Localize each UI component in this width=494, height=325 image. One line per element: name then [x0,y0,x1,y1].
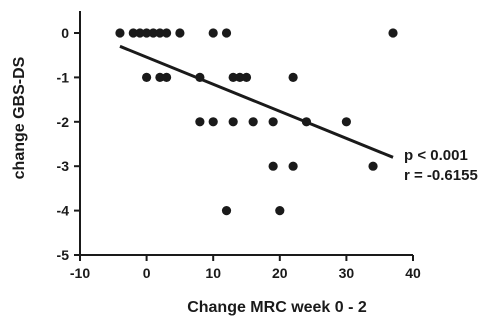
data-point [268,161,278,171]
data-point [241,72,252,82]
r-value-annotation: r = -0.6155 [404,167,478,184]
data-point [341,117,351,127]
y-tick-label: -1 [57,69,70,85]
x-tick-label: 40 [405,265,421,281]
p-value-annotation: p < 0.001 [404,147,468,164]
data-point [388,28,398,38]
data-point [248,117,258,127]
data-points [115,28,398,216]
y-tick-label: 0 [61,25,69,41]
data-point [148,28,158,38]
y-tick-label: -4 [57,203,70,219]
data-point [208,28,218,38]
data-point [268,117,278,127]
data-point [142,28,152,38]
data-point [221,28,232,38]
x-tick-label: 0 [143,265,151,281]
data-point [161,72,172,82]
data-point [128,28,138,38]
x-tick-label: 10 [205,265,221,281]
x-tick-label: 30 [339,265,355,281]
data-point [368,161,378,171]
data-point [135,28,145,38]
data-point [301,117,312,127]
data-point [228,72,238,82]
x-tick-label: 20 [272,265,288,281]
data-point [288,161,298,171]
regression [119,44,394,159]
ticks: -10 0 10 20 30 40 0 -1 -2 -3 -4 -5 [57,25,421,281]
x-axis-title: Change MRC week 0 - 2 [187,299,367,316]
y-tick-label: -3 [57,158,70,174]
data-point [115,28,125,38]
x-tick-label: -10 [70,265,90,281]
data-point [288,72,298,82]
data-point [195,72,205,82]
data-point [228,117,238,127]
data-point [275,206,285,216]
data-point [235,72,245,82]
data-point [155,72,165,82]
data-point [175,28,185,38]
data-point [161,28,172,38]
y-axis-title: change GBS-DS [11,56,28,179]
data-point [221,206,232,216]
regression-line [119,44,394,159]
y-tick-label: -2 [57,114,70,130]
data-point [155,28,165,38]
data-point [208,117,218,127]
axes [79,11,413,256]
y-tick-label: -5 [57,247,70,263]
data-point [142,72,152,82]
data-point [195,117,205,127]
